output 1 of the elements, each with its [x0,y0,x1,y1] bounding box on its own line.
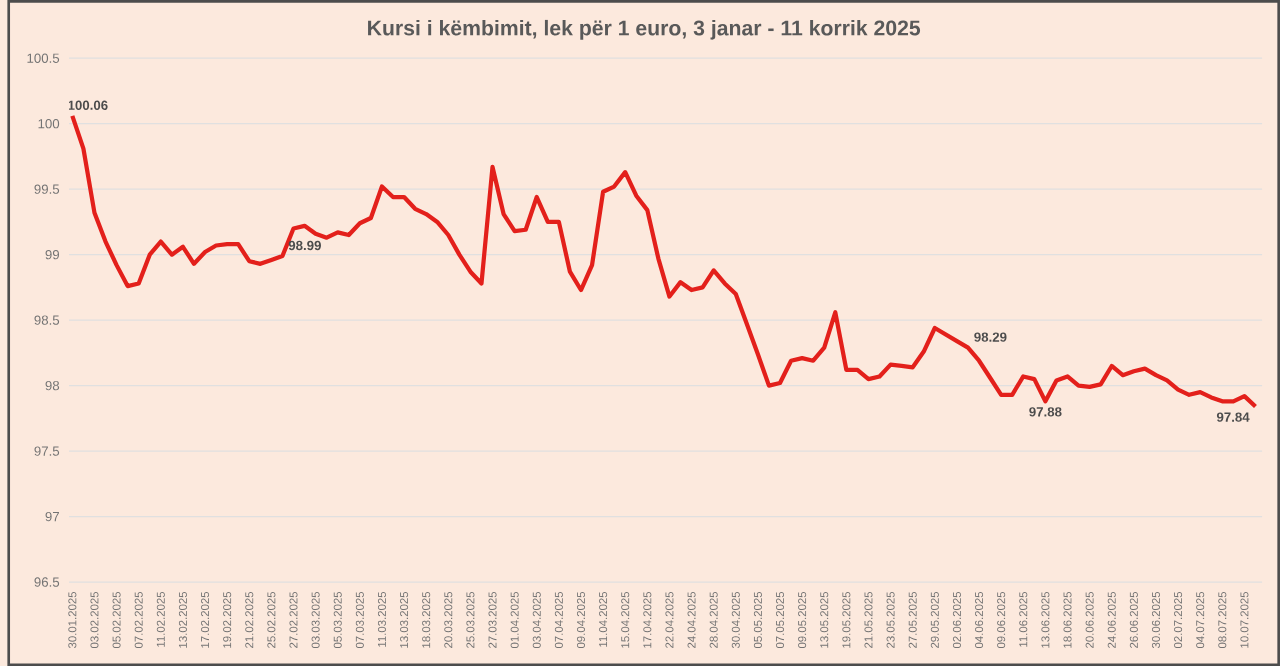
chart-title: Kursi i këmbimit, lek për 1 euro, 3 janar - 11 korrik 2025 [368,19,921,40]
